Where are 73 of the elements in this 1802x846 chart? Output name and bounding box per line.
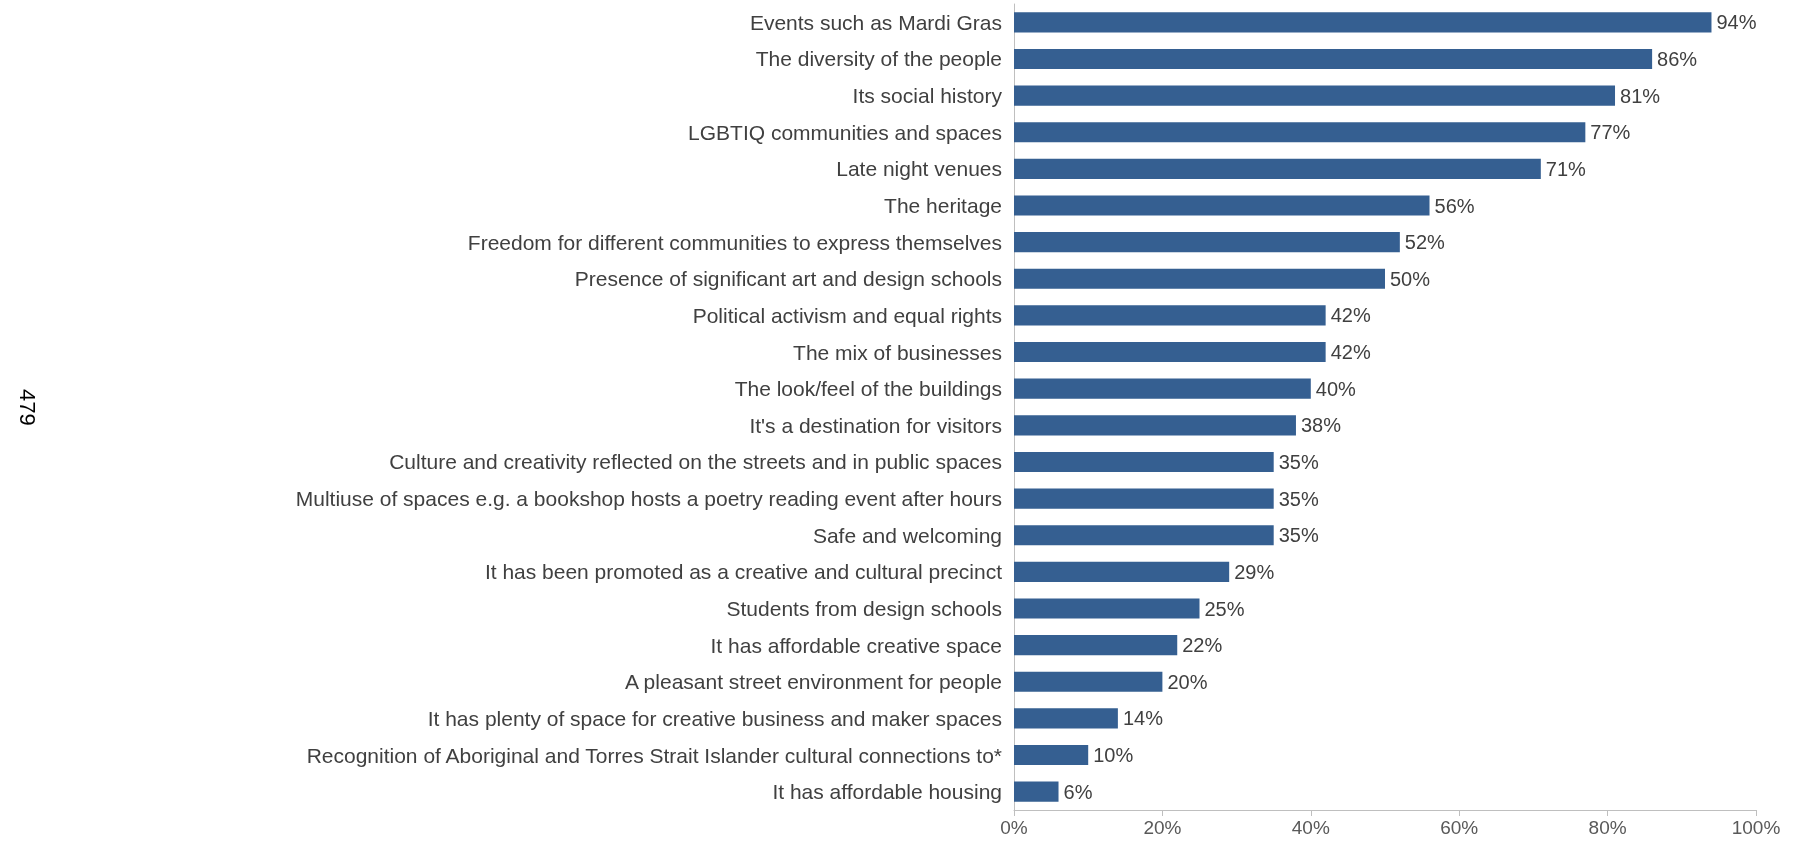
bar [1014,341,1326,363]
y-tick-label: Events such as Mardi Gras [749,10,1002,34]
y-tick-label: The diversity of the people [755,47,1002,71]
bar [1014,48,1653,70]
bar [1014,451,1274,473]
bar [1014,525,1274,546]
bar [1014,488,1274,509]
x-tick-label: 80% [1588,817,1627,838]
data-label: 35% [1278,524,1319,547]
data-label: 52% [1404,231,1446,254]
x-tick-label: 0% [1000,817,1028,838]
y-tick-label: Multiuse of spaces e.g. a bookshop hosts a poetry reading event after hours [295,487,1002,511]
bar [1014,378,1311,399]
data-label: 94% [1716,11,1757,34]
data-label: 42% [1330,304,1371,327]
y-tick-label: The look/feel of the buildings [734,377,1002,401]
bar [1014,671,1163,692]
y-tick-label: The heritage [884,194,1002,217]
bar [1014,122,1586,143]
bar [1014,158,1541,179]
y-tick-label: Political activism and equal rights [692,303,1002,327]
data-label: 22% [1182,634,1223,657]
data-label: 6% [1063,780,1093,803]
data-label: 40% [1315,377,1357,400]
x-tick-label: 20% [1143,817,1182,838]
y-tick-label: A pleasant street environment for people [624,670,1002,694]
data-label: 35% [1278,487,1319,510]
y-tick-label: The mix of businesses [793,340,1002,364]
y-tick-label: Presence of significant art and design schools [574,267,1002,291]
bar [1014,195,1430,216]
data-label: 25% [1204,597,1245,620]
y-tick-label: Its social history [852,84,1003,108]
y-tick-label: Students from design schools [726,597,1002,620]
y-tick-label: Safe and welcoming [812,523,1002,547]
y-tick-label: It has been promoted as a creative and cultural precinct [484,560,1003,584]
y-tick-label: LGBTIQ communities and spaces [688,120,1002,144]
y-tick-label: It has plenty of space for creative business and maker spaces [427,706,1002,730]
data-label: 38% [1300,414,1342,437]
x-tick-label: 100% [1731,817,1781,838]
x-tick-label: 40% [1291,817,1330,838]
text: 479 [14,389,40,426]
y-tick-label: It has affordable housing [772,780,1002,804]
bar [1014,781,1059,802]
bar [1014,232,1400,253]
data-label: 14% [1122,707,1164,730]
bar [1014,85,1616,106]
y-tick-label: It's a destination for visitors [749,413,1002,437]
data-label: 35% [1278,450,1319,473]
data-label: 77% [1590,121,1631,144]
data-label: 71% [1545,157,1587,180]
bar [1014,598,1200,619]
bar [1014,12,1712,33]
data-label: 56% [1434,194,1475,217]
data-label: 50% [1390,267,1431,290]
y-tick-label: Freedom for different communities to express themselves [467,230,1002,254]
data-label: 20% [1167,670,1208,693]
bar [1014,635,1178,656]
data-label: 86% [1657,47,1698,70]
bar [1014,561,1230,582]
y-tick-label: Culture and creativity reflected on the streets and in public spaces [389,450,1002,474]
data-label: 81% [1620,84,1661,107]
bar [1014,268,1385,289]
data-label: 10% [1093,744,1134,767]
bar [1014,744,1089,766]
bar [1014,708,1118,729]
x-tick-label: 60% [1440,817,1479,838]
y-tick-label: It has affordable creative space [710,633,1002,657]
bar [1014,305,1326,326]
data-label: 29% [1234,560,1275,583]
y-tick-label: Late night venues [836,157,1002,181]
y-tick-label: Recognition of Aboriginal and Torres Strait Islander cultural connections to* [306,743,1002,767]
bar [1014,415,1296,436]
data-label: 42% [1330,341,1371,364]
